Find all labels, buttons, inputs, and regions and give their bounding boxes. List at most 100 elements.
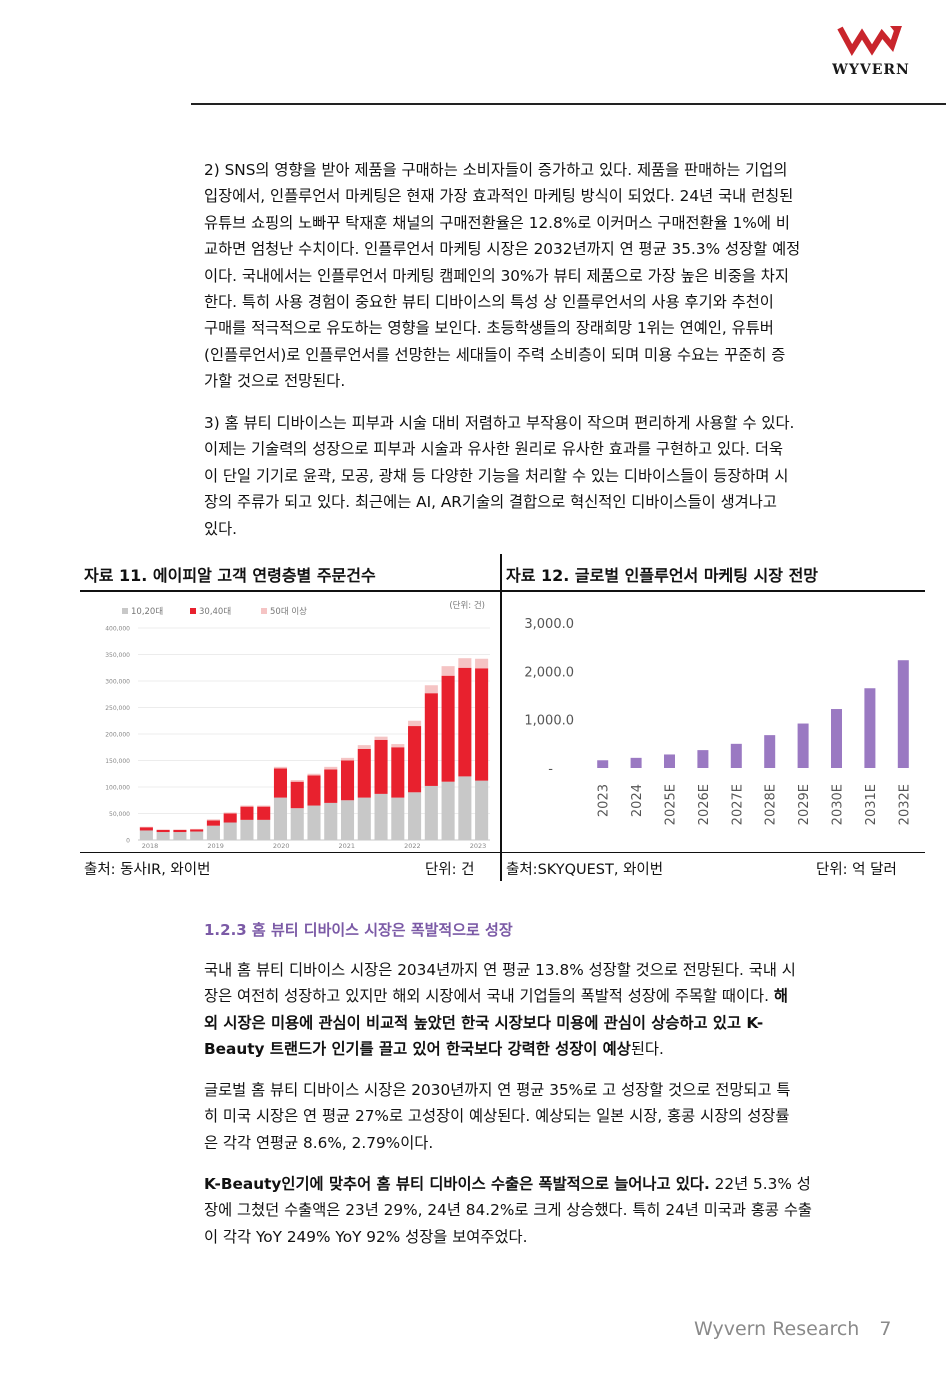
text-line: 이 각각 YoY 249% YoY 92% 성장을 보여주었다. bbox=[204, 1227, 528, 1246]
stacked-bar-segment bbox=[206, 825, 220, 840]
text-line: 이 단일 기기로 윤곽, 모공, 광채 등 다양한 기능을 처리할 수 있는 디… bbox=[204, 466, 789, 485]
legend-swatch-50-plus bbox=[261, 608, 267, 614]
bold-segment: Beauty 트랜드가 인기를 끌고 있어 한국보다 강력한 성장이 예상 bbox=[204, 1040, 631, 1059]
y-tick-label: 1,000.0 bbox=[524, 714, 574, 729]
text-line: 국내 홈 뷰티 디바이스 시장은 2034년까지 연 평균 13.8% 성장할 … bbox=[204, 961, 796, 979]
chart-divider bbox=[500, 554, 502, 881]
stacked-bar-segment bbox=[357, 748, 371, 798]
stacked-bar-segment bbox=[458, 667, 472, 777]
text-line: 한다. 특히 사용 경험이 중요한 뷰티 디바이스의 특성 상 인플루언서의 사… bbox=[204, 293, 774, 312]
text-segment: 된다. bbox=[630, 1040, 664, 1059]
x-tick-label: 2025E bbox=[664, 784, 679, 825]
legend-label: 10,20대 bbox=[131, 607, 163, 617]
y-tick-label: 200,000 bbox=[105, 732, 130, 739]
stacked-bar-segment bbox=[458, 658, 472, 668]
bar bbox=[897, 660, 909, 768]
text-line: Beauty 트랜드가 인기를 끌고 있어 한국보다 강력한 성장이 예상된다. bbox=[204, 1036, 900, 1062]
text-segment: 22년 5.3% 성 bbox=[709, 1175, 811, 1193]
bold-segment: 외 시장은 미용에 관심이 비교적 높았던 한국 시장보다 미용에 관심이 상승… bbox=[204, 1013, 764, 1032]
stacked-bar-segment bbox=[273, 797, 288, 840]
legend-label: 30,40대 bbox=[199, 607, 231, 617]
chart-right-title: 자료 12. 글로벌 인플루언서 마케팅 시장 전망 bbox=[506, 566, 819, 585]
bold-segment: K-Beauty인기에 맞추어 홈 뷰티 디바이스 수출은 폭발적으로 늘어나고… bbox=[204, 1175, 710, 1193]
text-line: 3) 홈 뷰티 디바이스는 피부과 시술 대비 저렴하고 부작용이 작으며 편리… bbox=[204, 414, 795, 432]
stacked-bar-segment bbox=[206, 820, 220, 826]
legend-label: 50대 이상 bbox=[270, 606, 307, 617]
charts-panel: 자료 11. 에이피알 고객 연령층별 주문건수 자료 12. 글로벌 인플루언… bbox=[80, 554, 925, 881]
stacked-bar-segment bbox=[424, 785, 438, 840]
y-tick-label: 0 bbox=[126, 838, 130, 845]
stacked-bar-segment bbox=[475, 668, 489, 781]
stacked-bar-segment bbox=[257, 805, 271, 807]
stacked-bar-segment bbox=[408, 720, 422, 727]
y-tick-label: 250,000 bbox=[105, 705, 130, 712]
stacked-bar-segment bbox=[139, 827, 153, 831]
bold-segment: 해 bbox=[773, 987, 788, 1006]
stacked-bar-segment bbox=[340, 757, 355, 761]
stacked-bar-segment bbox=[240, 806, 254, 820]
x-tick-label: 2022 bbox=[404, 842, 421, 850]
stacked-bar-segment bbox=[156, 829, 170, 833]
bar bbox=[664, 754, 675, 768]
stacked-bar-segment bbox=[458, 776, 472, 840]
bar bbox=[730, 743, 742, 768]
stacked-bar-segment bbox=[173, 829, 187, 833]
text-line: 장의 주류가 되고 있다. 최근에는 AI, AR기술의 결합으로 혁신적인 디… bbox=[204, 493, 777, 512]
stacked-bar-segment bbox=[273, 766, 288, 769]
chart-right-source: 출처:SKYQUEST, 와이번 bbox=[506, 862, 664, 878]
x-tick-label: 2028E bbox=[764, 784, 779, 825]
text-line: 가할 것으로 전망된다. bbox=[204, 372, 346, 391]
x-tick-label: 2029E bbox=[797, 784, 812, 825]
stacked-bar-segment bbox=[240, 819, 254, 840]
stacked-bar-segment bbox=[273, 768, 288, 798]
paragraph-domestic-market: 국내 홈 뷰티 디바이스 시장은 2034년까지 연 평균 13.8% 성장할 … bbox=[204, 957, 900, 1063]
stacked-bar-segment bbox=[408, 726, 422, 793]
stacked-bar-segment bbox=[257, 819, 271, 840]
chart-left-unit: 단위: 건 bbox=[425, 862, 475, 878]
stacked-bar-segment bbox=[173, 832, 187, 840]
x-tick-label: 2020 bbox=[273, 842, 290, 850]
x-tick-label: 2027E bbox=[730, 784, 745, 825]
x-tick-label: 2023 bbox=[470, 842, 487, 850]
bar bbox=[864, 688, 876, 768]
text-line: 장에 그쳤던 수출액은 23년 29%, 24년 84.2%로 크게 상승했다.… bbox=[204, 1201, 812, 1220]
stacked-bar-segment bbox=[441, 781, 455, 840]
y-tick-label: 300,000 bbox=[105, 679, 130, 686]
logo-text: WYVERN bbox=[832, 62, 910, 78]
bar bbox=[797, 723, 809, 768]
wyvern-logo: WYVERN bbox=[826, 22, 916, 78]
chart-left-source: 출처: 동사IR, 와이번 bbox=[84, 862, 211, 878]
stacked-bar-segment bbox=[223, 822, 237, 840]
page-footer: Wyvern Research 7 bbox=[694, 1318, 891, 1340]
y-tick-label: 2,000.0 bbox=[524, 665, 574, 680]
stacked-bar-segment bbox=[324, 802, 338, 840]
stacked-bar-segment bbox=[307, 773, 321, 776]
x-tick-label: 2026E bbox=[697, 784, 712, 825]
y-tick-label: 100,000 bbox=[105, 785, 130, 792]
legend-swatch-10-20 bbox=[122, 608, 128, 614]
chart-bottom-rule bbox=[80, 852, 925, 853]
text-line: 이다. 국내에서는 인플루언서 마케팅 캠페인의 30%가 뷰티 제품으로 가장… bbox=[204, 266, 789, 285]
stacked-bar-segment bbox=[475, 658, 489, 669]
stacked-bar-segment bbox=[324, 766, 338, 770]
stacked-bar-segment bbox=[424, 685, 438, 694]
text-line: 2) SNS의 영향을 받아 제품을 구매하는 소비자들이 증가하고 있다. 제… bbox=[204, 161, 788, 179]
text-line: 교하면 엄청난 수치이다. 인플루언서 마케팅 시장은 2032년까지 연 평균… bbox=[204, 240, 801, 259]
stacked-bar-segment bbox=[357, 797, 371, 840]
text-line: (인플루언서)로 인플루언서를 선망한는 세대들이 주력 소비층이 되며 미용 … bbox=[204, 345, 786, 364]
stacked-bar-segment bbox=[324, 769, 338, 803]
x-tick-label: 2030E bbox=[831, 784, 846, 825]
stacked-bar-segment bbox=[374, 793, 388, 840]
bar bbox=[831, 709, 842, 768]
stacked-bar-segment bbox=[139, 826, 153, 828]
x-tick-label: 2032E bbox=[897, 784, 912, 825]
paragraph-sns: 2) SNS의 영향을 받아 제품을 구매하는 소비자들이 증가하고 있다. 제… bbox=[204, 157, 900, 395]
stacked-bar-segment bbox=[190, 828, 204, 830]
text-line: 은 각각 연평균 8.6%, 2.79%이다. bbox=[204, 1133, 434, 1152]
stacked-bar-segment bbox=[240, 805, 254, 807]
text-line: 히 미국 시장은 연 평균 27%로 고성장이 예상된다. 예상되는 일본 시장… bbox=[204, 1107, 790, 1126]
stacked-bar-segment bbox=[374, 736, 388, 740]
legend-swatch-30-40 bbox=[190, 608, 196, 614]
bar bbox=[597, 760, 609, 768]
y-tick-label: 350,000 bbox=[105, 652, 130, 659]
